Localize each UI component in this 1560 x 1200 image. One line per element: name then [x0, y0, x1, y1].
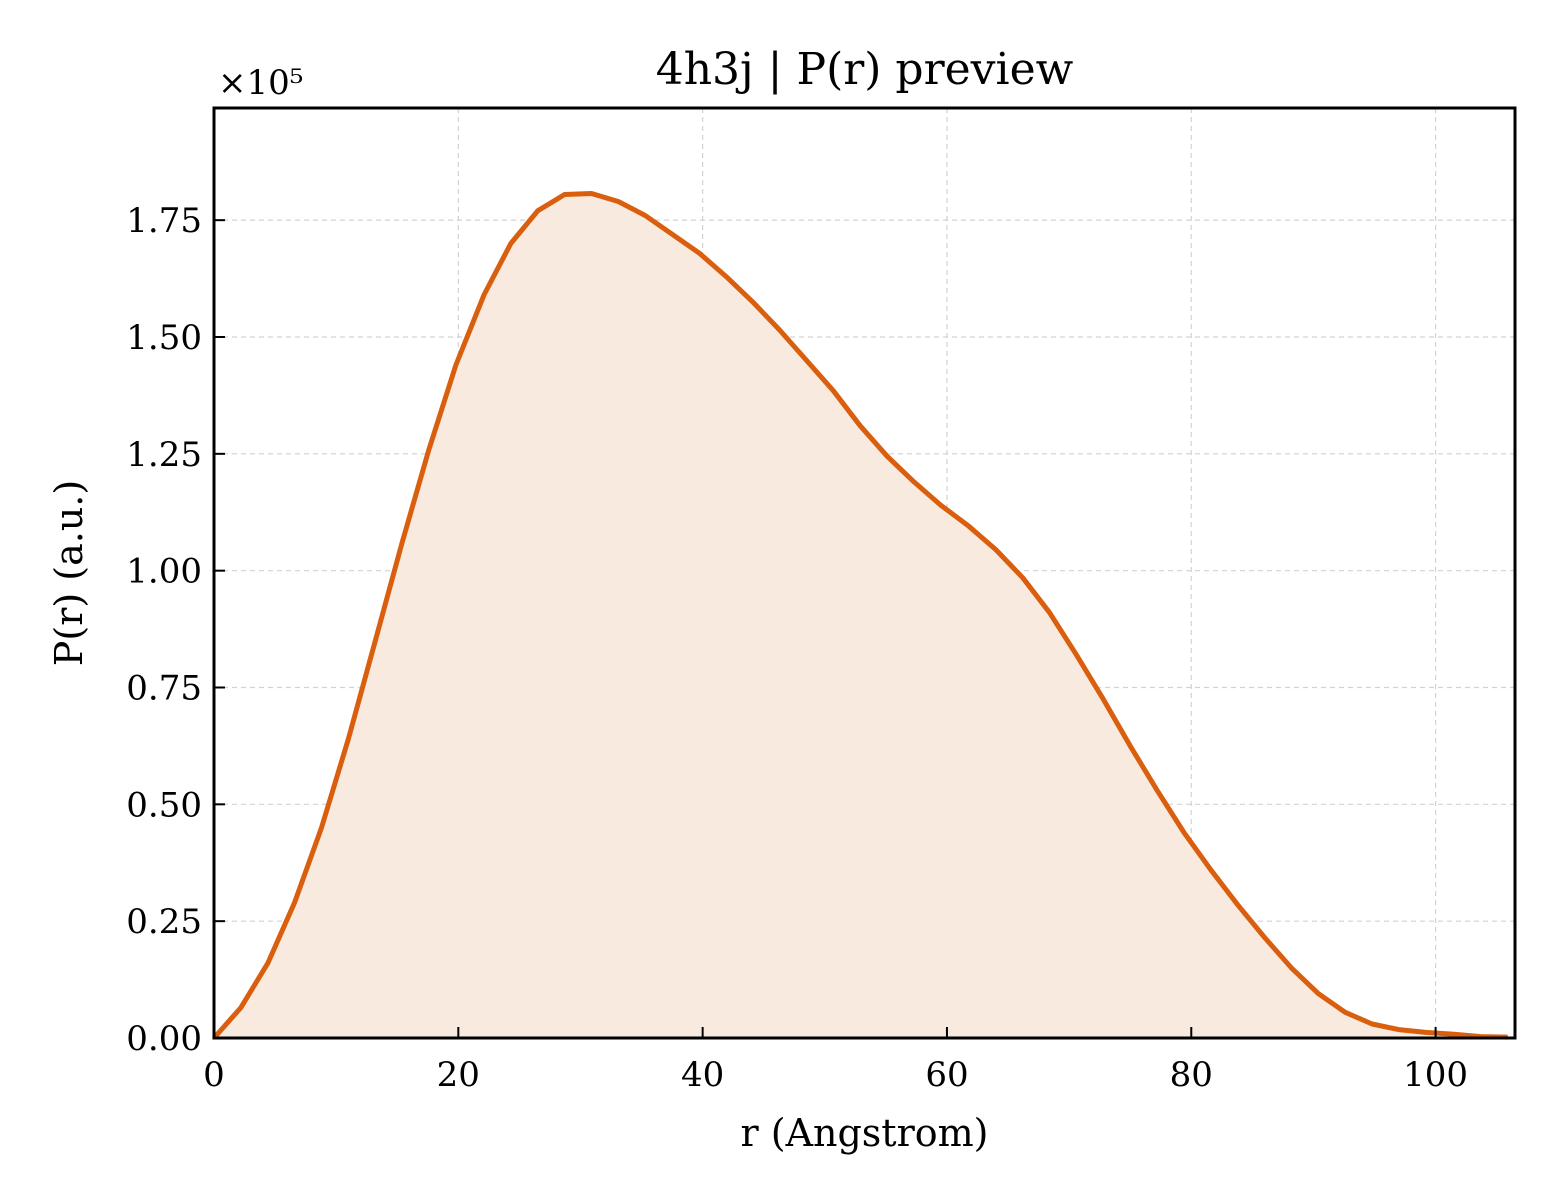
y-tick-label: 0.00 [126, 1019, 202, 1059]
y-tick-label: 1.25 [126, 435, 202, 475]
y-tick-label: 0.25 [126, 902, 202, 942]
chart-title: 4h3j | P(r) preview [656, 44, 1074, 95]
x-tick-label: 40 [681, 1055, 724, 1095]
y-axis-label: P(r) (a.u.) [47, 480, 91, 666]
y-tick-label: 1.50 [126, 318, 202, 358]
x-axis-label: r (Angstrom) [741, 1111, 989, 1155]
x-tick-label: 20 [437, 1055, 480, 1095]
pr-area-fill [214, 193, 1508, 1038]
x-tick-label: 0 [203, 1055, 225, 1095]
x-tick-label: 100 [1403, 1055, 1468, 1095]
x-tick-label: 80 [1170, 1055, 1213, 1095]
y-tick-label: 1.00 [126, 552, 202, 592]
pr-curve-line [212, 191, 1508, 1040]
plot-frame [212, 106, 1517, 1040]
y-scale-factor: ×10⁵ [218, 63, 303, 103]
y-tick-label: 0.75 [126, 668, 202, 708]
x-tick-label: 60 [925, 1055, 968, 1095]
y-tick-label: 0.50 [126, 785, 202, 825]
y-tick-label: 1.75 [126, 201, 202, 241]
